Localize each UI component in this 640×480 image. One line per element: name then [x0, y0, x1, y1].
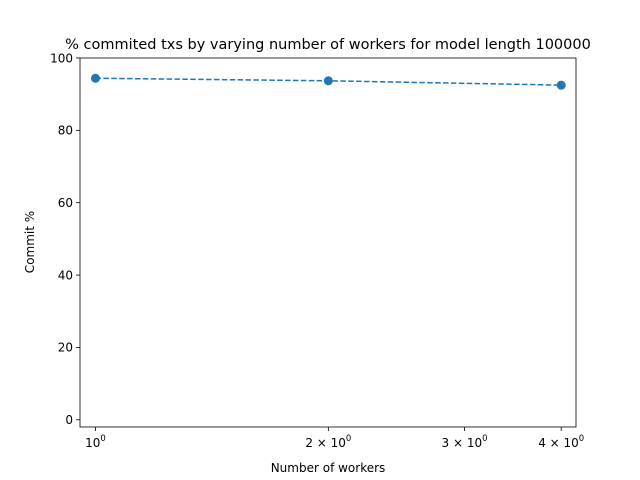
y-axis-label: Commit %: [23, 211, 37, 273]
data-point: [90, 73, 100, 83]
x-tick-label-base: 3 × 10: [442, 436, 483, 450]
x-tick-label-base: 10: [85, 436, 100, 450]
y-tick-label: 40: [58, 268, 73, 282]
y-tick-label: 20: [58, 341, 73, 355]
data-point: [556, 80, 566, 90]
data-point: [323, 76, 333, 86]
x-tick-label-base: 2 × 10: [305, 436, 346, 450]
x-tick-label-base: 4 × 10: [538, 436, 579, 450]
x-tick-label-exponent: 0: [100, 434, 105, 444]
x-tick-label: 100: [85, 434, 106, 450]
x-tick-label: 2 × 100: [305, 434, 351, 450]
x-axis-label: Number of workers: [271, 461, 386, 475]
x-tick-label-exponent: 0: [346, 434, 351, 444]
y-tick-label: 100: [50, 51, 73, 65]
y-tick-label: 0: [65, 413, 73, 427]
x-tick-label: 3 × 100: [442, 434, 488, 450]
x-tick-label-exponent: 0: [482, 434, 487, 444]
chart-title: % commited txs by varying number of work…: [65, 37, 591, 53]
y-tick-label: 60: [58, 196, 73, 210]
plot-frame: [79, 57, 577, 428]
x-tick-label-exponent: 0: [579, 434, 584, 444]
x-tick-label: 4 × 100: [538, 434, 584, 450]
y-tick-label: 80: [58, 124, 73, 138]
